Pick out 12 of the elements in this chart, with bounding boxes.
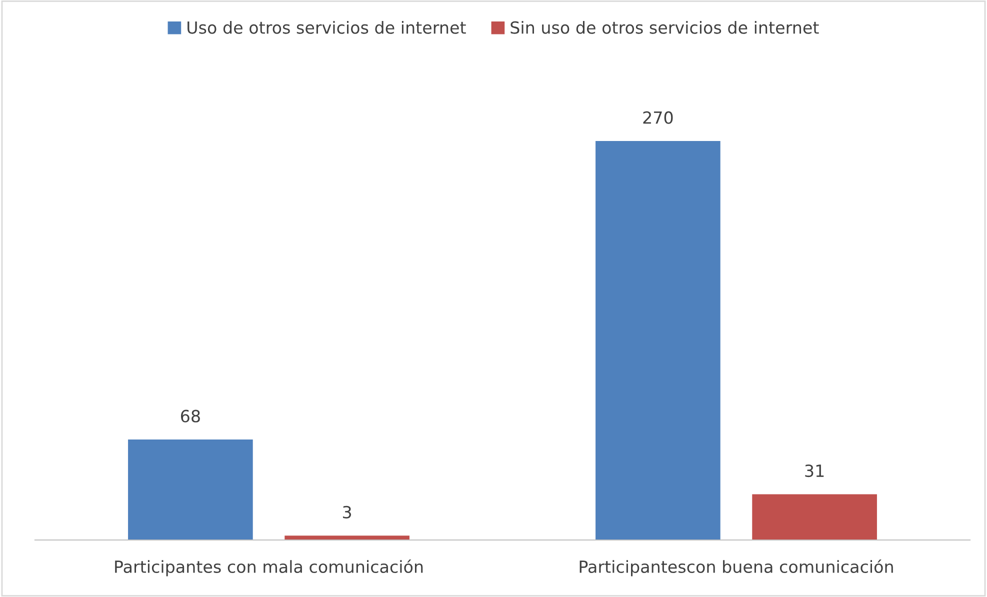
data-label: 68 [181,410,200,422]
bar [596,141,720,540]
legend-label: Sin uso de otros servicios de internet [510,20,819,34]
data-label: 3 [343,506,352,518]
x-tick-label: Participantes con mala comunicación [115,559,423,576]
bar [752,494,877,540]
bar [128,440,253,540]
x-tick-label: Participantescon buena comunicación [580,559,893,576]
bar [284,536,410,540]
data-label: 270 [643,111,673,124]
data-label: 31 [805,464,824,478]
legend-label: Uso de otros servicios de internet [188,20,466,34]
